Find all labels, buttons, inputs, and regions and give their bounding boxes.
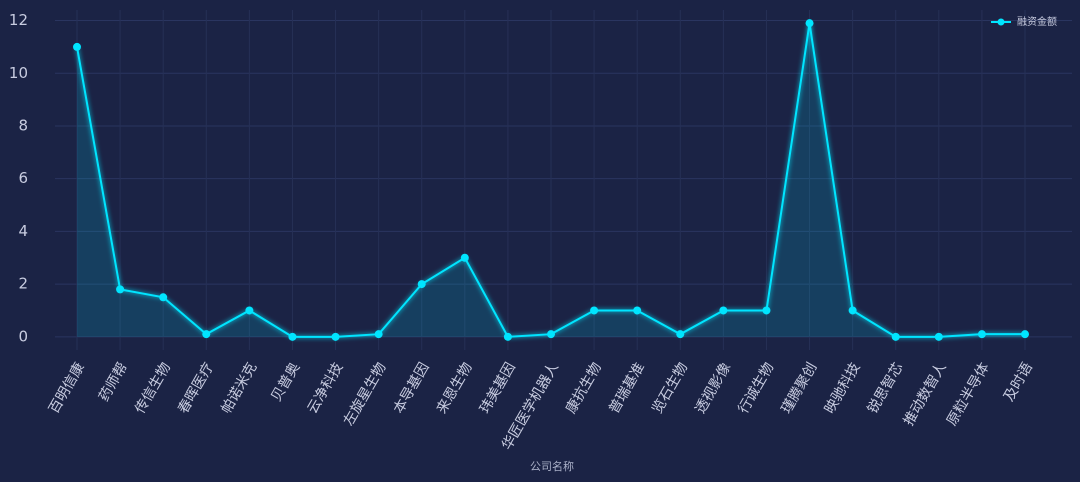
x-axis-label: 公司名称	[530, 459, 574, 473]
point	[805, 19, 814, 28]
point	[719, 306, 728, 315]
y-tick-label: 8	[18, 116, 28, 134]
point	[547, 330, 555, 339]
point	[159, 293, 168, 302]
point	[891, 332, 900, 341]
point	[848, 306, 857, 315]
point	[676, 330, 685, 339]
area	[77, 23, 1025, 337]
y-tick-label: 2	[18, 275, 28, 293]
y-tick-label: 6	[18, 169, 28, 187]
point	[762, 306, 771, 315]
point	[73, 42, 81, 51]
legend-marker	[997, 18, 1005, 26]
point	[590, 306, 599, 315]
point	[202, 330, 211, 339]
point	[116, 285, 125, 294]
y-tick-label: 12	[9, 11, 28, 29]
point	[633, 306, 642, 315]
point	[331, 332, 340, 341]
point	[417, 280, 426, 289]
y-tick-label: 4	[18, 222, 28, 240]
point	[934, 332, 943, 341]
point	[245, 306, 254, 315]
point	[374, 330, 383, 339]
point	[460, 253, 469, 262]
point	[288, 332, 297, 341]
legend-label: 融资金额	[1017, 15, 1057, 28]
point	[977, 330, 986, 339]
point	[1021, 330, 1029, 339]
y-tick-label: 0	[18, 327, 28, 345]
point	[503, 332, 512, 341]
y-tick-label: 10	[9, 64, 28, 82]
